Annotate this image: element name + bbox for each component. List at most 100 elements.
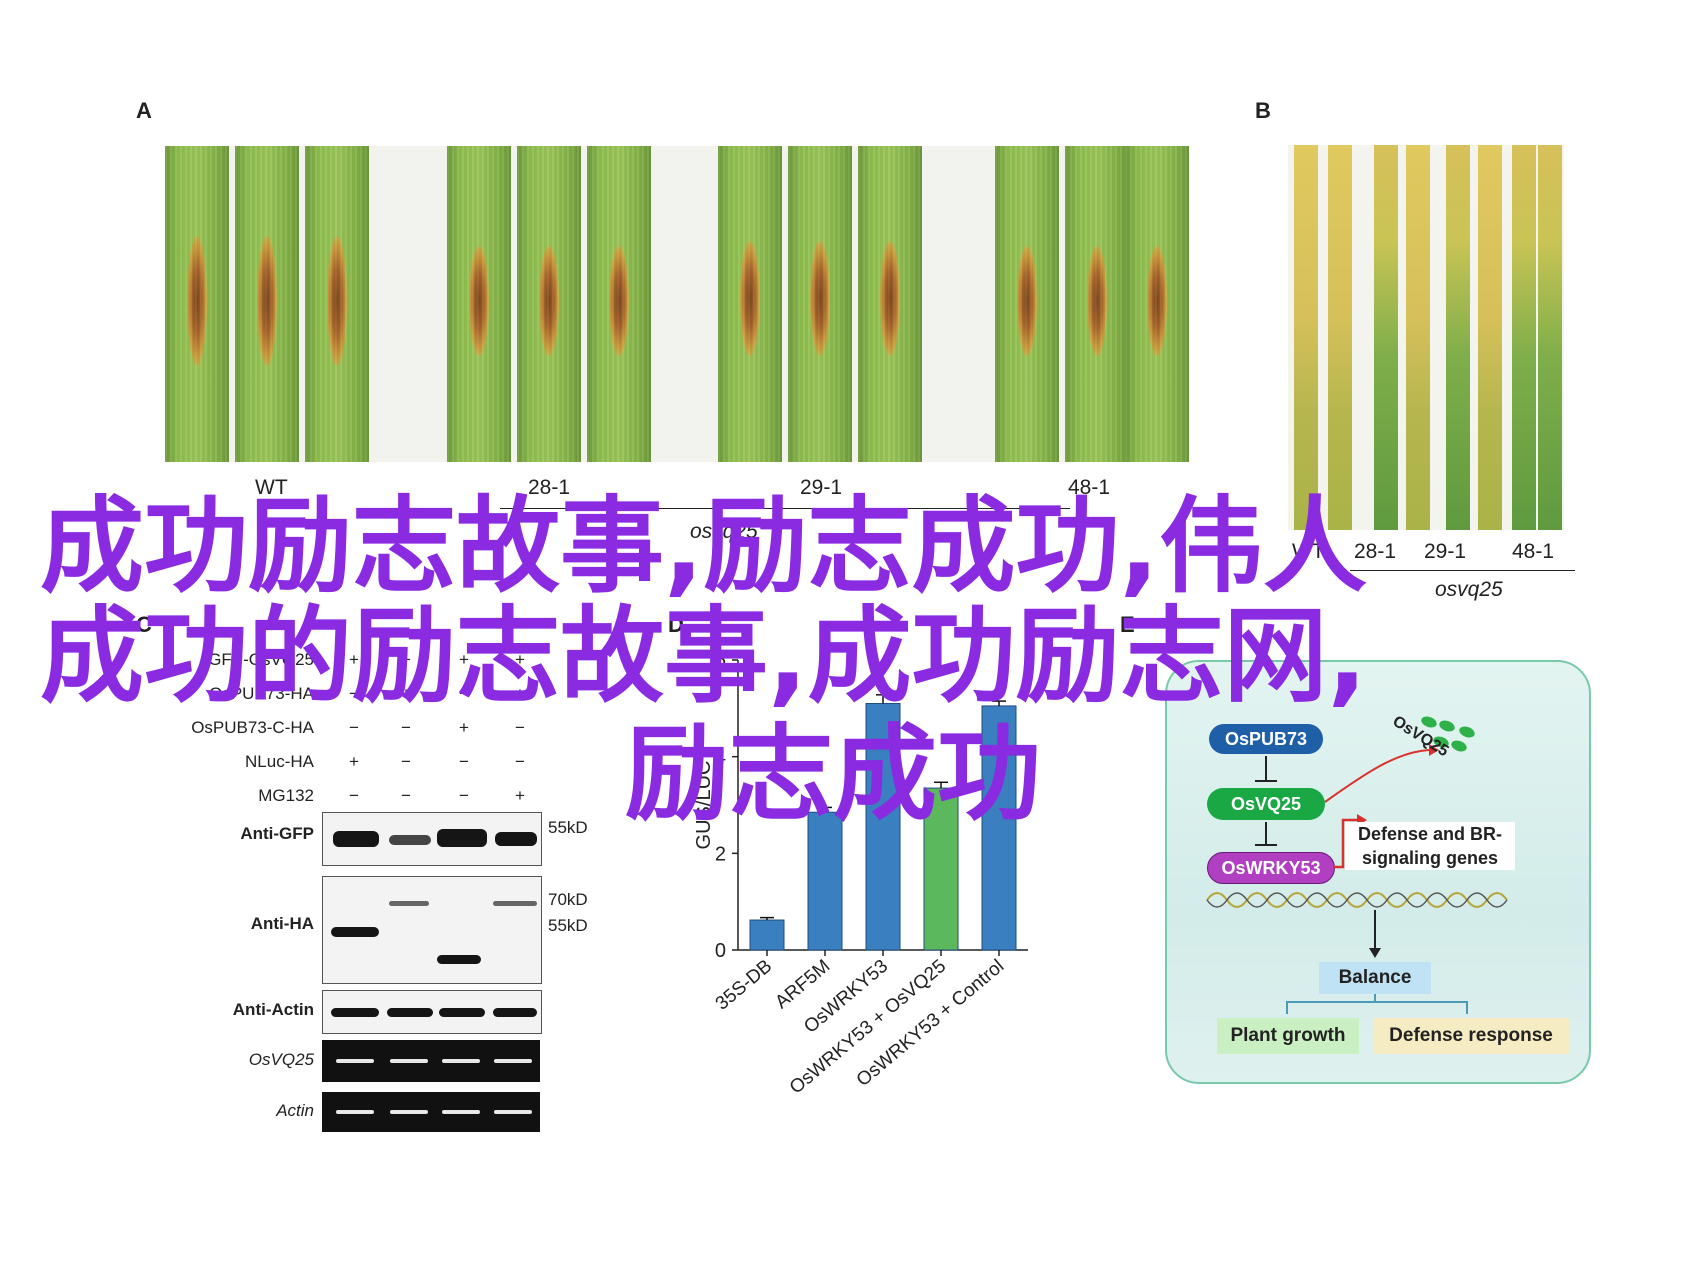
target-genes-box: Defense and BR-signaling genes — [1345, 822, 1515, 870]
row-label: OsPUB73-HA — [209, 684, 314, 703]
b-sample-wt: WT — [1292, 540, 1325, 563]
node-ospub73: OsPUB73 — [1209, 724, 1323, 754]
bar — [923, 787, 959, 951]
row-label: NLuc-HA — [245, 752, 314, 771]
leaf — [1374, 145, 1398, 530]
leaf — [447, 146, 511, 462]
panel-c-letter: C — [136, 612, 152, 637]
sign: − — [515, 718, 525, 737]
leaf — [587, 146, 651, 462]
y-tick-label: 2 — [715, 843, 726, 865]
defense-response-box: Defense response — [1373, 1018, 1569, 1054]
sign: − — [349, 684, 359, 703]
sign: + — [515, 650, 525, 669]
sign: − — [349, 786, 359, 805]
y-tick-label: 4 — [715, 747, 726, 769]
leaf — [858, 146, 922, 462]
row-label: OsPUB73-C-HA — [191, 718, 314, 737]
genotype-label: osvq25 — [690, 520, 758, 543]
dna-strand — [1206, 892, 1508, 908]
b-sample-29-1: 29-1 — [1424, 540, 1467, 563]
inhibit-bar-2 — [1255, 844, 1277, 846]
gel-actin — [322, 1092, 540, 1132]
activation-arrow — [1333, 818, 1359, 869]
sign: − — [401, 718, 411, 737]
leaf — [1125, 146, 1189, 462]
model-connectors — [1206, 716, 1508, 1014]
leaf — [788, 146, 852, 462]
y-axis-label: GUS/LUC — [693, 761, 715, 850]
inhibit-line — [1265, 756, 1267, 782]
vq25-dot — [1421, 716, 1437, 728]
leaf — [165, 146, 229, 462]
sign: − — [401, 752, 411, 771]
leaf — [1512, 145, 1536, 530]
gel-label: Actin — [276, 1101, 314, 1120]
sample-label-29-1: 29-1 — [800, 476, 843, 499]
leaf — [1406, 145, 1430, 530]
b-sample-48-1: 48-1 — [1512, 540, 1555, 563]
sign: + — [349, 752, 359, 771]
overlay-text-line-3: 励志成功 — [625, 713, 1042, 835]
y-tick-label: 0 — [715, 940, 726, 962]
plant-growth-box: Plant growth — [1217, 1018, 1359, 1054]
blot-label: Anti-GFP — [240, 824, 314, 843]
panel-b-leaf-photo — [1288, 145, 1564, 530]
sign: + — [515, 786, 525, 805]
sign: + — [349, 650, 359, 669]
leaf — [1538, 145, 1562, 530]
sample-label-wt: WT — [255, 476, 288, 499]
panel-a-leaf-photo — [165, 146, 1189, 462]
y-tick-label: 6 — [715, 650, 726, 672]
leaf — [718, 146, 782, 462]
panel-b-letter: B — [1255, 98, 1271, 123]
sign: + — [459, 718, 469, 737]
bar — [981, 705, 1017, 951]
blot-label: Anti-HA — [250, 914, 314, 933]
b-genotype-bracket-line — [1350, 570, 1575, 571]
inhibit-line-2 — [1265, 822, 1267, 846]
sign: + — [515, 684, 525, 703]
marker-55kd: 55kD — [548, 818, 588, 837]
split-bracket — [1286, 994, 1468, 1014]
overlay-text-line-2: 成功的励志故事,成功励志网, — [40, 595, 1368, 717]
vq25-dot — [1459, 726, 1475, 738]
bar — [749, 919, 785, 951]
vq25-dot — [1451, 740, 1467, 752]
leaf — [305, 146, 369, 462]
sign: − — [515, 752, 525, 771]
blot-anti-gfp — [322, 812, 542, 866]
red-arrow — [1324, 749, 1430, 803]
inhibit-bar — [1255, 780, 1277, 782]
overlay-text-line-1: 成功励志故事,励志成功,伟人 — [40, 485, 1368, 607]
blot-anti-actin — [322, 990, 542, 1034]
sign: − — [401, 786, 411, 805]
row-label: MG132 — [258, 786, 314, 805]
balance-box: Balance — [1319, 962, 1431, 994]
leaf — [1446, 145, 1470, 530]
panel-e-letter: E — [1120, 612, 1135, 637]
genotype-bracket-line — [500, 508, 1070, 509]
leaf — [517, 146, 581, 462]
sign: − — [459, 786, 469, 805]
sample-label-48-1: 48-1 — [1068, 476, 1111, 499]
b-sample-28-1: 28-1 — [1354, 540, 1397, 563]
leaf — [1294, 145, 1318, 530]
sign: + — [459, 650, 469, 669]
sample-label-28-1: 28-1 — [528, 476, 571, 499]
down-arrowhead — [1369, 948, 1381, 958]
b-genotype-label: osvq25 — [1435, 578, 1503, 601]
panel-d-letter: D — [668, 612, 684, 637]
bar — [865, 703, 901, 951]
blot-label: Anti-Actin — [232, 1000, 314, 1019]
leaf — [995, 146, 1059, 462]
sign: − — [459, 684, 469, 703]
sign: + — [401, 684, 411, 703]
sign: + — [401, 650, 411, 669]
node-osvq25: OsVQ25 — [1207, 788, 1325, 820]
leaf — [1328, 145, 1352, 530]
leaf — [1065, 146, 1129, 462]
sign: − — [459, 752, 469, 771]
red-arrowhead — [1429, 744, 1439, 756]
